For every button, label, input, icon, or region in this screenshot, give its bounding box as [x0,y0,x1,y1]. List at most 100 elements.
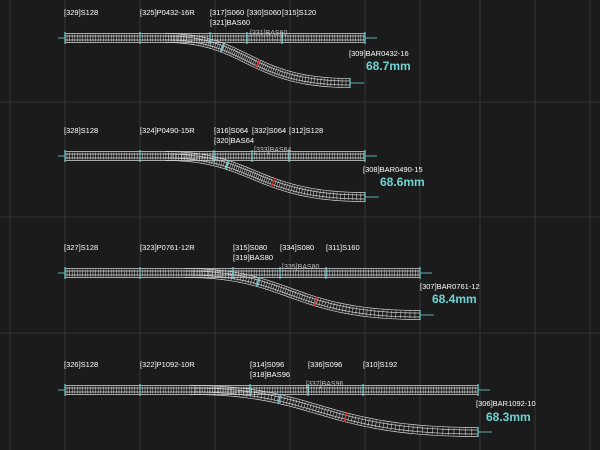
label-main-straight: [328]S128 [64,126,98,135]
tie [386,422,389,430]
tie [313,77,316,85]
tie [341,412,344,420]
tie [257,61,261,68]
tie [272,283,276,291]
tie [263,175,267,183]
tie [325,191,328,199]
label-main-straight: [329]S128 [64,8,98,17]
label-seg-2: [330]S060 [247,8,281,17]
joint-marker [255,277,260,288]
tie [251,58,256,66]
tie [301,187,304,195]
tie [326,301,330,309]
tie [319,190,321,198]
tie [309,189,312,197]
gap-marker [313,296,318,307]
curved-rail [189,387,479,431]
tie [230,163,234,171]
tie [241,167,245,174]
tie [329,302,332,310]
offset-value: 68.4mm [432,292,477,306]
offset-value: 68.3mm [486,410,531,424]
tie [218,271,220,279]
label-seg-3: [311]S160 [326,243,360,252]
tie [281,286,285,294]
tie [223,45,227,53]
tie [249,57,254,65]
tie [280,182,284,190]
tie [252,277,256,285]
tie [256,173,261,181]
tie [378,309,380,317]
tie [205,39,208,47]
tie [398,424,401,432]
gap-marker [254,59,261,69]
joint-marker [224,159,230,170]
label-branch-a: [320]BAS64 [214,136,254,145]
tie [235,50,239,58]
tie [370,309,372,317]
label-branch-a: [319]BAS80 [233,253,273,262]
tie [320,407,324,415]
tie [295,186,298,194]
turnout-diagram-2: [328]S128 [324]P0490-15R [316]S064 [332]… [58,126,425,202]
tie [374,420,377,428]
tie [227,47,231,54]
label-branch-b: [333]BAS64 [254,147,291,154]
tie [355,307,357,315]
tie [257,278,261,286]
track-geometry [58,32,377,88]
label-main-straight: [326]S128 [64,360,98,369]
tie [247,56,252,64]
tie [193,154,195,162]
offset-value: 68.6mm [380,175,425,189]
tie [315,298,319,306]
tie [390,422,393,431]
tie [280,70,284,78]
tie [306,188,309,196]
curved-rail [184,268,421,311]
tie [267,65,271,73]
tie [308,295,311,303]
track-geometry [58,150,379,202]
tie [242,389,245,397]
label-seg-3: [315]S120 [282,8,316,17]
tie [203,38,206,46]
tie [227,272,230,280]
tie [215,158,219,166]
tie [229,47,233,55]
tie [298,186,301,194]
tie [228,162,232,170]
label-branch-b: [335]BAS80 [282,264,319,271]
tie [240,53,245,60]
tie [250,171,255,178]
tie [221,271,223,279]
tie [282,182,286,190]
tie [237,165,241,173]
tie [206,156,209,164]
tie [231,48,235,56]
label-turnout: [323]P0761-12R [140,243,195,252]
tie [275,180,279,188]
tie [195,37,198,45]
tie [263,392,266,400]
tie [267,281,271,289]
tie [211,157,214,165]
tie [215,42,219,50]
tie [290,185,293,192]
tie [250,276,253,284]
tie [260,391,263,399]
curved-rail [189,385,479,428]
tie [252,171,257,179]
tie [242,275,245,282]
tie [298,74,301,82]
tie [303,294,306,302]
tie [253,390,256,398]
label-bar: [306]BAR1092-10 [476,399,536,408]
tie [279,286,283,293]
tie [298,292,302,300]
tie [260,279,264,287]
tie [188,35,190,43]
tie [226,387,228,395]
